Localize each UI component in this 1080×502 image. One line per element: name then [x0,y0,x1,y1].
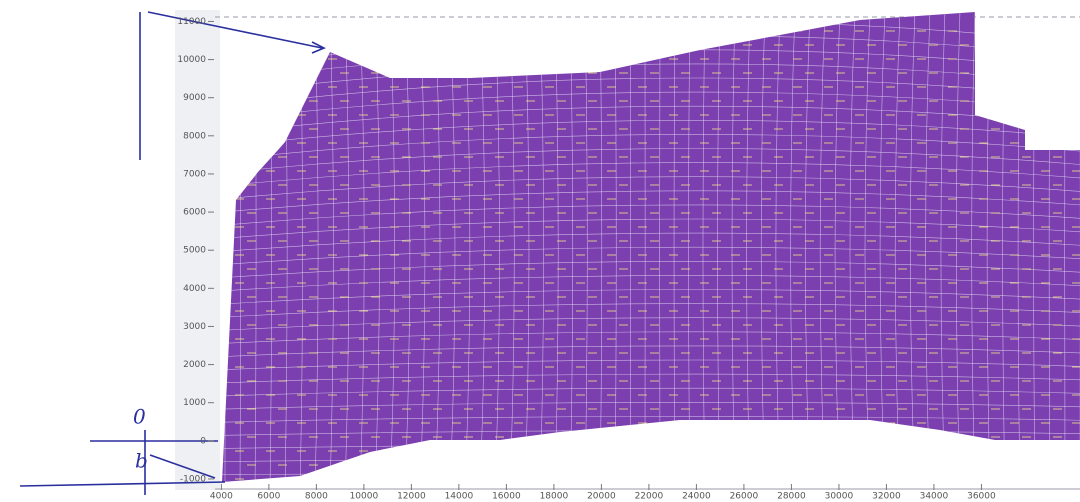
mesh-line [955,12,961,482]
x-tick-label: 6000 [257,492,280,502]
x-tick-label: 8000 [305,492,328,502]
mesh-line [222,402,1080,410]
y-tick-label: -1000 [180,474,206,484]
y-tick-label: 8000 [183,131,206,141]
y-tick-label: 9000 [183,93,206,103]
y-tick-label: 7000 [183,169,206,179]
mesh-line [222,120,1080,148]
mesh-line [524,12,530,482]
mesh-line [222,162,1080,187]
mesh-line [374,12,380,482]
mesh-line [222,373,1080,384]
x-tick-label: 28000 [777,492,806,502]
x-tick-label: 12000 [397,492,426,502]
mesh-line [222,331,1080,345]
mesh-line [222,275,1080,292]
mesh-line [222,105,1080,135]
hand-note: b [135,449,148,473]
hand-line [19,481,226,487]
y-tick-label: 3000 [183,322,206,332]
mesh-line [222,190,1080,214]
mesh-line [599,12,603,482]
mesh-line [910,12,916,482]
mesh-line [222,345,1080,358]
x-tick-label: 14000 [445,492,474,502]
mesh-line [222,289,1080,305]
x-tick-label: 20000 [587,492,616,502]
y-tick-label: 6000 [183,208,206,218]
mesh-line [222,246,1080,266]
x-tick-label: 34000 [920,492,949,502]
mesh-line [222,303,1080,318]
x-tick-label: 36000 [967,492,996,502]
y-tick-label: 4000 [183,284,206,294]
x-tick-label: 10000 [350,492,379,502]
mesh-line [569,12,574,482]
mesh-line [614,12,617,482]
mesh-line [971,12,976,482]
y-tick-label: 1000 [183,398,206,408]
mesh-region [222,12,1080,482]
x-tick-label: 4000 [210,492,233,502]
x-tick-label: 30000 [825,492,854,502]
mesh-line [554,12,559,482]
mesh-line [344,12,350,482]
mesh-line [222,63,1080,96]
mesh-line [222,91,1080,122]
y-tick-label: 0 [200,436,206,446]
mesh-line [222,134,1080,161]
x-tick-label: 22000 [635,492,664,502]
hand-arrowhead [311,41,326,54]
mesh-line [222,176,1080,200]
mesh-line [359,12,365,482]
mesh-line [222,387,1080,397]
y-tick-label: 2000 [183,360,206,370]
mesh-line [222,218,1080,240]
mesh-line [215,487,1080,488]
mesh-line [584,12,588,482]
x-tick-label: 16000 [492,492,521,502]
x-tick-label: 32000 [872,492,901,502]
mesh-line [539,12,544,482]
hand-annotations [19,11,326,495]
mesh-line [222,232,1080,253]
mesh-line [222,359,1080,371]
mesh-line [222,416,1080,423]
hand-arrow [149,454,216,479]
x-tick-label: 18000 [540,492,569,502]
y-tick-label: 11000 [177,17,206,27]
mesh-line [222,148,1080,174]
mesh-line [925,12,931,482]
y-tick-label: 5000 [183,246,206,256]
y-tick-label: 10000 [177,55,206,65]
mesh-line [222,472,1080,476]
mesh-line [629,12,632,482]
x-tick-label: 26000 [730,492,759,502]
hand-arrow [147,11,323,49]
mesh-line [329,12,334,482]
mesh-line [940,12,946,482]
mesh-line [222,204,1080,227]
hand-note: 0 [133,405,146,429]
mesh-line [222,261,1080,279]
x-tick-label: 24000 [682,492,711,502]
